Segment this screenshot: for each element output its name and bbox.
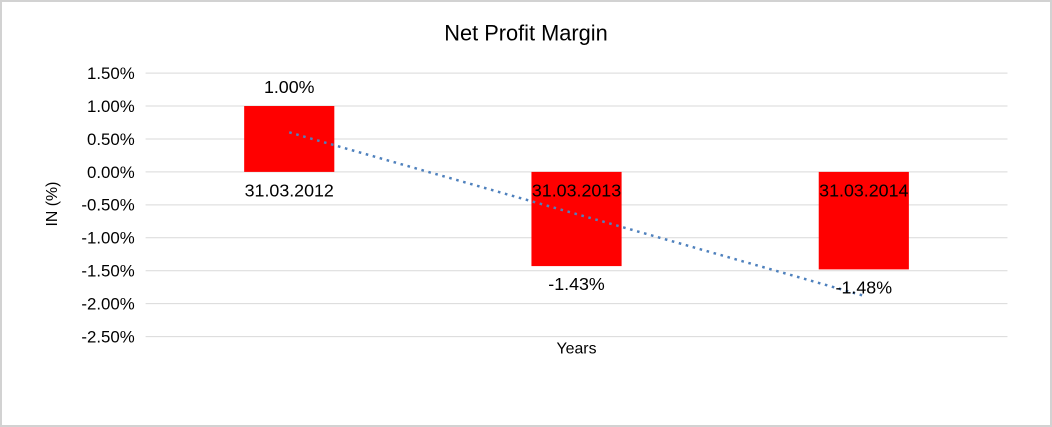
bar-31.03.2014[interactable] bbox=[818, 171, 909, 270]
y-tick-label: -0.50% bbox=[81, 196, 134, 215]
category-label: 31.03.2014 bbox=[819, 180, 908, 200]
data-label: 1.00% bbox=[264, 77, 315, 97]
y-tick-label: -2.00% bbox=[81, 295, 134, 314]
data-label: -1.48% bbox=[836, 277, 893, 297]
y-tick-label: 1.00% bbox=[87, 97, 135, 116]
category-label: 31.03.2013 bbox=[532, 180, 621, 200]
bar-31.03.2012[interactable] bbox=[244, 106, 335, 172]
y-tick-label: 0.00% bbox=[87, 163, 135, 182]
category-label: 31.03.2012 bbox=[245, 180, 334, 200]
chart-title: Net Profit Margin bbox=[444, 21, 607, 46]
x-axis-title: Years bbox=[557, 340, 597, 357]
data-label: -1.43% bbox=[548, 274, 605, 294]
y-axis-title: IN (%) bbox=[44, 182, 61, 227]
y-tick-label: 1.50% bbox=[87, 64, 135, 83]
y-tick-label: -1.50% bbox=[81, 262, 134, 281]
y-tick-label: -2.50% bbox=[81, 327, 134, 346]
bar-31.03.2013[interactable] bbox=[531, 171, 622, 267]
y-tick-label: 0.50% bbox=[87, 130, 135, 149]
trendline[interactable] bbox=[288, 131, 865, 297]
y-tick-label: -1.00% bbox=[81, 229, 134, 248]
